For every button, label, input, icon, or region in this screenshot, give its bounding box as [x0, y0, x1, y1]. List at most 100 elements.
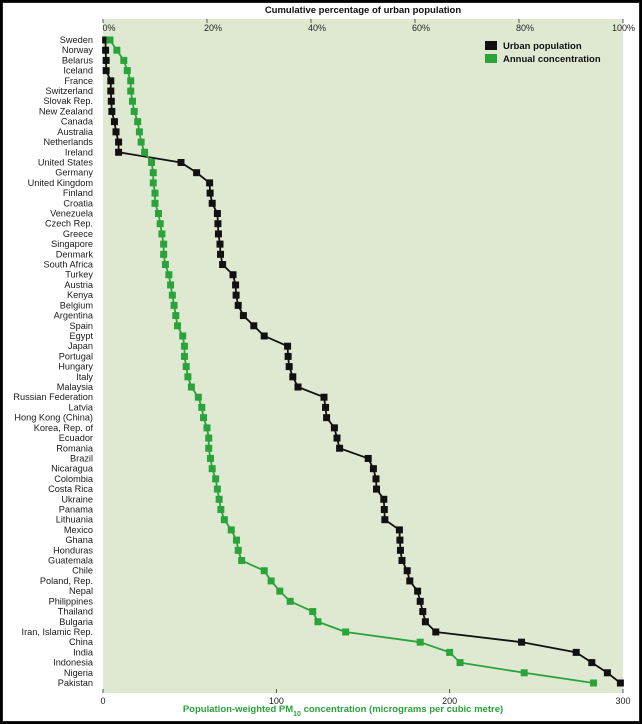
top-tick-label: 40%	[308, 23, 326, 33]
country-label: Greece	[63, 229, 93, 239]
country-label: Portugal	[59, 351, 93, 361]
country-label: Iran, Islamic Rep.	[22, 627, 93, 637]
country-label: Russian Federation	[13, 392, 93, 402]
data-point	[396, 536, 404, 544]
data-point	[285, 363, 293, 371]
country-label: Croatia	[63, 198, 94, 208]
data-point	[198, 403, 206, 411]
data-point	[260, 567, 268, 575]
data-point	[369, 465, 377, 473]
country-label: Belarus	[62, 55, 94, 65]
data-point	[284, 352, 292, 360]
country-label: Austria	[64, 280, 93, 290]
country-label: Bulgaria	[59, 617, 94, 627]
data-point	[123, 67, 131, 75]
data-point	[102, 46, 110, 54]
top-axis-title: Cumulative percentage of urban populatio…	[265, 5, 462, 16]
country-label: Ireland	[65, 147, 93, 157]
bottom-tick-label: 300	[615, 696, 630, 706]
country-label: Ecuador	[59, 433, 93, 443]
country-label: Spain	[70, 321, 94, 331]
data-point	[229, 271, 237, 279]
data-point	[309, 608, 317, 616]
data-point	[128, 97, 136, 105]
data-point	[398, 557, 406, 565]
country-label: Latvia	[68, 402, 93, 412]
data-point	[406, 577, 414, 585]
top-axis-ticks: 0% 20% 40% 60% 80% 100%	[102, 19, 635, 33]
country-label: Venezuela	[50, 209, 94, 219]
data-point	[107, 97, 115, 105]
country-label: Argentina	[54, 311, 94, 321]
data-point	[588, 659, 596, 667]
data-point	[616, 679, 624, 687]
data-point	[227, 526, 235, 534]
data-point	[115, 138, 123, 146]
country-label: Finland	[63, 188, 93, 198]
data-point	[120, 56, 128, 64]
country-label: United Kingdom	[28, 178, 94, 188]
country-label: Canada	[61, 117, 94, 127]
data-point	[373, 485, 381, 493]
data-point	[289, 373, 297, 381]
country-label: Turkey	[65, 270, 93, 280]
data-point	[603, 669, 611, 677]
country-label: Hungary	[58, 362, 93, 372]
data-point	[381, 516, 389, 524]
bottom-axis-title-sub: 10	[293, 711, 301, 718]
series-annual-concentration	[106, 36, 598, 687]
data-point	[294, 383, 302, 391]
data-point	[127, 87, 135, 95]
data-point	[135, 128, 143, 136]
data-point	[149, 169, 157, 177]
data-point	[112, 128, 120, 136]
data-point	[217, 505, 225, 513]
data-point	[174, 322, 182, 330]
data-point	[322, 403, 330, 411]
country-label: Norway	[62, 45, 94, 55]
country-label: Ukraine	[61, 494, 93, 504]
data-point	[213, 485, 221, 493]
data-point	[234, 546, 242, 554]
data-point	[333, 434, 341, 442]
data-point	[212, 475, 220, 483]
data-point	[137, 138, 145, 146]
data-point	[205, 434, 213, 442]
country-label: Philippines	[49, 596, 94, 606]
data-point	[149, 179, 157, 187]
data-point	[419, 608, 427, 616]
data-point	[206, 454, 214, 462]
data-point	[208, 465, 216, 473]
data-point	[380, 505, 388, 513]
data-point	[130, 107, 138, 115]
data-point	[151, 199, 159, 207]
data-point	[208, 199, 216, 207]
plot-background	[103, 19, 623, 693]
bottom-tick-label: 0	[100, 696, 105, 706]
data-point	[518, 638, 526, 646]
country-label: Indonesia	[53, 658, 94, 668]
data-point	[220, 516, 228, 524]
country-label: Poland, Rep.	[40, 576, 93, 586]
data-point	[160, 250, 168, 258]
data-point	[232, 281, 240, 289]
data-point	[161, 261, 169, 269]
data-point	[108, 107, 116, 115]
legend-swatch	[485, 54, 497, 63]
country-label: New Zealand	[39, 106, 93, 116]
country-label: Nepal	[69, 586, 93, 596]
data-point	[177, 158, 185, 166]
data-point	[239, 312, 247, 320]
data-point	[110, 118, 118, 126]
country-label: China	[69, 637, 94, 647]
country-label: Czech Rep.	[45, 219, 93, 229]
country-label: Nigeria	[64, 668, 94, 678]
country-label: Sweden	[60, 35, 93, 45]
data-point	[217, 250, 225, 258]
data-point	[216, 240, 224, 248]
country-label: France	[64, 76, 93, 86]
data-point	[323, 414, 331, 422]
country-label: Switzerland	[46, 86, 94, 96]
country-label: Panama	[59, 504, 94, 514]
country-label: Iceland	[63, 66, 93, 76]
